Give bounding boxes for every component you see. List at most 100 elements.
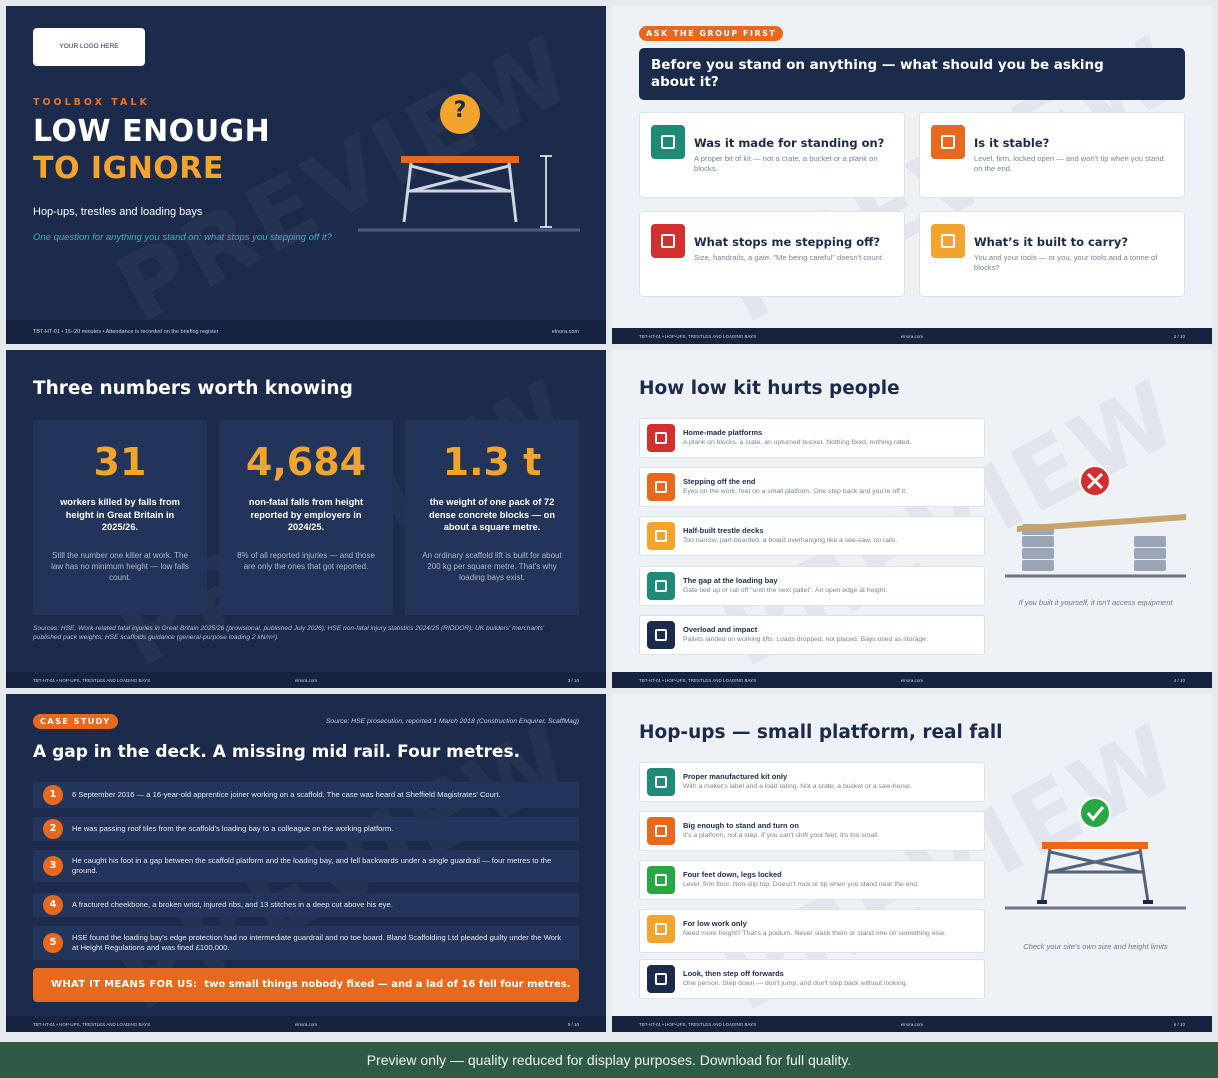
item-title: Home-made platforms <box>683 428 763 437</box>
footer-center: elnora.com <box>294 1022 318 1027</box>
item-icon <box>647 965 675 993</box>
footer: TBT-HT-01 • HOP-UPS, TRESTLES AND LOADIN… <box>612 1016 1212 1032</box>
sources: Sources: HSE, Work-related fatal injurie… <box>33 625 545 641</box>
kicker: TOOLBOX TALK <box>33 97 150 108</box>
footer-left: TBT-HT-01 • HOP-UPS, TRESTLES AND LOADIN… <box>33 1022 151 1027</box>
item-text: One person. Step down — don't jump, and … <box>683 980 908 987</box>
stat-label: the weight of one pack of 72 dense concr… <box>428 497 556 533</box>
slide-title: A gap in the deck. A missing mid rail. F… <box>33 742 521 762</box>
subtitle: Hop-ups, trestles and loading bays <box>33 206 203 218</box>
question: Before you stand on anything — what shou… <box>651 57 1104 90</box>
item-title: Half-built trestle decks <box>683 526 764 535</box>
step-number: 2 <box>43 819 63 839</box>
step-row: 5 HSE found the loading bay's edge protec… <box>33 926 579 960</box>
card-icon <box>651 125 685 159</box>
step-row: 1 6 September 2016 — a 16-year-old appren… <box>33 782 579 808</box>
item-text: It's a platform, not a step. If you can'… <box>683 832 880 839</box>
card-title: Was it made for standing on? <box>694 136 885 150</box>
stat-number: 4,684 <box>245 440 367 484</box>
illustration <box>358 94 580 232</box>
list-item: Four feet down, legs locked Level, firm f… <box>639 860 985 900</box>
tilted-plank <box>1017 514 1186 532</box>
trestle-frame <box>402 162 518 223</box>
item-icon <box>647 621 675 649</box>
stat-note: An ordinary scaffold lift is built for a… <box>422 551 562 583</box>
tagline: One question for anything you stand on: … <box>33 232 332 243</box>
block <box>1022 536 1054 547</box>
footer-page: 6 / 10 <box>1173 1022 1185 1027</box>
illustration <box>1005 465 1186 578</box>
preview-banner: Preview only — quality reduced for displ… <box>0 1042 1218 1078</box>
callout-label: WHAT IT MEANS FOR US: <box>51 979 198 990</box>
card: What’s it built to carry? You and your to… <box>919 211 1185 297</box>
step-number: 5 <box>43 933 63 953</box>
hop-up-frame <box>1040 848 1150 903</box>
step-text: He caught his foot in a gap between the … <box>72 855 552 875</box>
item-icon <box>647 768 675 796</box>
badge: CASE STUDY <box>33 714 118 729</box>
foot <box>1143 900 1153 904</box>
footer-center: elnora.com <box>900 334 924 339</box>
logo-box: YOUR LOGO HERE <box>33 28 145 66</box>
step-row: 3 He caught his foot in a gap between the… <box>33 850 579 882</box>
stat-note: 8% of all reported injuries — and those … <box>237 551 375 572</box>
slide-title: How low kit hurts people <box>639 378 900 399</box>
check-mark <box>1086 806 1105 822</box>
item-text: Level, firm floor. Non-slip top. Doesn't… <box>683 881 919 888</box>
list-item: Home-made platforms A plank on blocks, a … <box>639 418 985 458</box>
list-item: For low work only Need more height? That'… <box>639 909 985 953</box>
plank <box>401 156 519 163</box>
list-item: Look, then step off forwards One person. … <box>639 959 985 999</box>
step-text: HSE found the loading bay's edge protect… <box>72 932 562 952</box>
list-item: Stepping off the end Eyes on the work, fe… <box>639 467 985 507</box>
foot <box>1037 900 1047 904</box>
card-text: You and your tools — or you, your tools … <box>974 253 1158 272</box>
step-number: 4 <box>43 895 63 915</box>
title-line-2: TO IGNORE <box>33 151 224 186</box>
icon-glyph: ? <box>453 98 467 123</box>
footer: TBT-HT-01 • HOP-UPS, TRESTLES AND LOADIN… <box>612 328 1212 344</box>
caption: If you built it yourself, it isn't acces… <box>1018 598 1173 607</box>
footer: TBT-HT-01 • HOP-UPS, TRESTLES AND LOADIN… <box>6 672 606 688</box>
stat-box: 1.3 t the weight of one pack of 72 dense … <box>405 420 579 615</box>
item-icon <box>647 915 675 943</box>
stat-label: non-fatal falls from height reported by … <box>248 497 364 533</box>
item-icon <box>647 424 675 452</box>
item-text: Eyes on the work, feet on a small platfo… <box>683 488 908 495</box>
footer-page: 5 / 10 <box>567 1022 579 1027</box>
item-text: A plank on blocks, a crate, an upturned … <box>683 439 912 446</box>
card-icon <box>931 125 965 159</box>
item-title: For low work only <box>683 919 747 928</box>
footer-left: TBT-HT-01 • HOP-UPS, TRESTLES AND LOADIN… <box>639 334 757 339</box>
footer-left: TBT-HT-01 • 15–20 minutes • Attendance i… <box>33 329 219 335</box>
card: What stops me stepping off? Size, handrai… <box>639 211 905 297</box>
item-text: With a maker's label and a load rating. … <box>683 783 912 790</box>
list-item: Proper manufactured kit only With a maker… <box>639 762 985 802</box>
step-number: 3 <box>43 856 63 876</box>
footer-page: 2 / 10 <box>1173 334 1185 339</box>
stat-box: 4,684 non-fatal falls from height reporte… <box>219 420 393 615</box>
card-text: Size, handrails, a gate. "Me being caref… <box>694 253 885 262</box>
item-icon <box>647 473 675 501</box>
item-icon <box>647 817 675 845</box>
card: Is it stable? Level, firm, locked open — … <box>919 112 1185 198</box>
badge: ASK THE GROUP FIRST <box>639 26 784 41</box>
icon-circle <box>440 94 480 134</box>
list-item: Big enough to stand and turn on It's a pl… <box>639 811 985 851</box>
stat-label: workers killed by falls from height in G… <box>60 497 180 533</box>
title-line-1: LOW ENOUGH <box>33 114 271 149</box>
stat-number: 31 <box>93 440 147 484</box>
item-title: Stepping off the end <box>683 477 756 486</box>
list-item: Overload and impact Pallets landed on wor… <box>639 615 985 655</box>
stat-box: 31 workers killed by falls from height in… <box>33 420 207 615</box>
block <box>1134 536 1166 547</box>
item-icon <box>647 572 675 600</box>
footer-page: 4 / 10 <box>1173 678 1185 683</box>
source: Source: HSE prosecution, reported 1 Marc… <box>325 718 579 725</box>
step-number: 1 <box>43 785 63 805</box>
card-title: What stops me stepping off? <box>694 235 881 249</box>
